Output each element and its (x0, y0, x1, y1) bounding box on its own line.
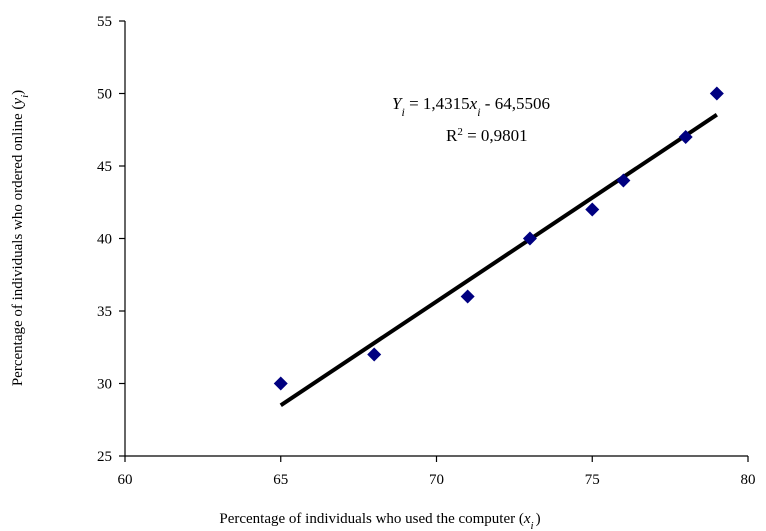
data-point (522, 231, 537, 246)
data-point (460, 289, 475, 304)
trendline-group (279, 113, 718, 407)
x-tick-label: 70 (429, 472, 444, 488)
data-point (367, 347, 382, 362)
data-point (273, 376, 288, 391)
y-tick-label: 40 (97, 232, 112, 248)
regression-equation: Yi = 1,4315xi - 64,5506 (392, 94, 550, 119)
data-point (678, 130, 693, 144)
y-tick-label: 50 (97, 87, 112, 103)
y-tick-label: 25 (97, 449, 112, 465)
x-tick-label: 75 (585, 472, 600, 488)
x-axis-title: Percentage of individuals who used the c… (219, 511, 540, 531)
r-squared-label: R2 = 0,9801 (446, 126, 528, 145)
x-tick-label: 80 (741, 472, 756, 488)
data-point (585, 202, 600, 217)
y-axis-title: Percentage of individuals who ordered on… (10, 90, 31, 386)
data-points (273, 86, 724, 391)
y-tick-label: 45 (97, 159, 112, 175)
y-tick-label: 55 (97, 14, 112, 30)
data-point (709, 86, 724, 101)
y-tick-label: 30 (97, 377, 112, 393)
axes (124, 21, 748, 457)
y-tick-label: 35 (97, 304, 112, 320)
trendline (279, 113, 718, 407)
ticks: 25 30 35 40 45 50 55 60 65 70 75 80 (97, 14, 756, 488)
x-tick-label: 60 (118, 472, 133, 488)
x-tick-label: 65 (273, 472, 288, 488)
data-point (616, 173, 631, 188)
